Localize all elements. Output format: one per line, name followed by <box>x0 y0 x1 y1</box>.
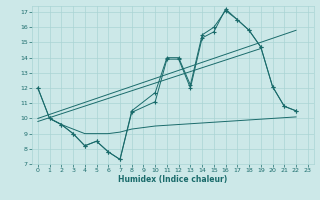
X-axis label: Humidex (Indice chaleur): Humidex (Indice chaleur) <box>118 175 228 184</box>
